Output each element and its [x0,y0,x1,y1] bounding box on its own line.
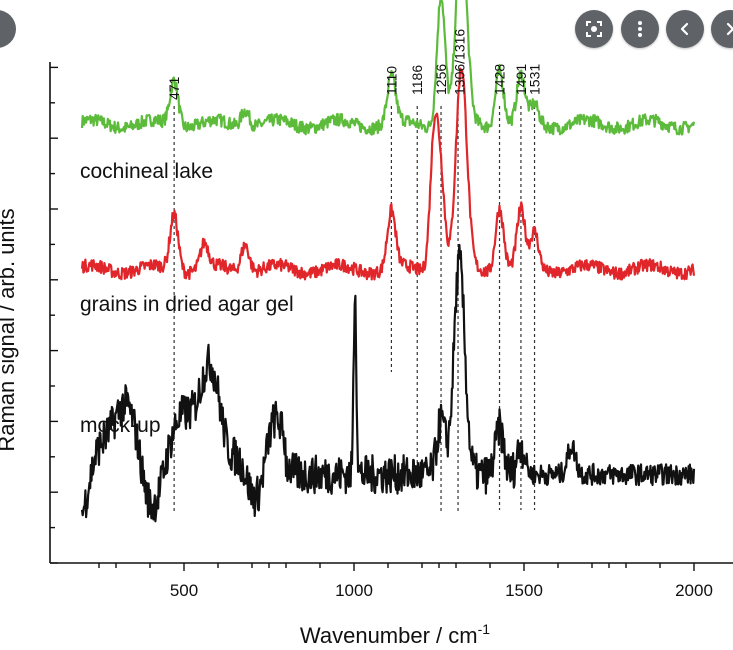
peak-label-1428: 1428 [492,64,508,95]
x-axis-title: Wavenumber / cm-1 [300,621,490,648]
peak-label-1491: 1491 [513,64,529,95]
peak-label-1256: 1256 [433,64,449,95]
x-tick-label-2000: 2000 [675,581,713,600]
peak-label-471: 471 [166,76,182,100]
x-tick-label-500: 500 [170,581,198,600]
previous-image-button[interactable] [666,10,704,48]
series-label-0: cochineal lake [80,160,213,183]
peak-label-1186: 1186 [409,65,425,95]
x-tick-label-1000: 1000 [335,581,373,600]
more-options-button[interactable] [621,10,659,48]
lens-search-button[interactable] [575,10,613,48]
more-vert-icon [630,19,650,39]
close-button[interactable] [0,10,16,48]
peak-label-1531: 1531 [527,64,543,95]
peak-label-1110: 1110 [383,66,399,95]
series-line-2 [80,243,696,523]
series-line-0 [80,0,696,136]
chevron-left-icon [675,19,695,39]
series-label-1: grains in dried agar gel [80,293,294,316]
y-axis-title: Raman signal / arb. units [0,208,19,451]
x-tick-label-1500: 1500 [505,581,543,600]
lens-search-icon [584,19,604,39]
series-line-1 [80,67,696,281]
chevron-right-icon [720,19,733,39]
peak-label-1306-1316: 1306/1316 [452,29,468,95]
series-label-2: mock-up [80,414,161,437]
next-image-button[interactable] [711,10,733,48]
